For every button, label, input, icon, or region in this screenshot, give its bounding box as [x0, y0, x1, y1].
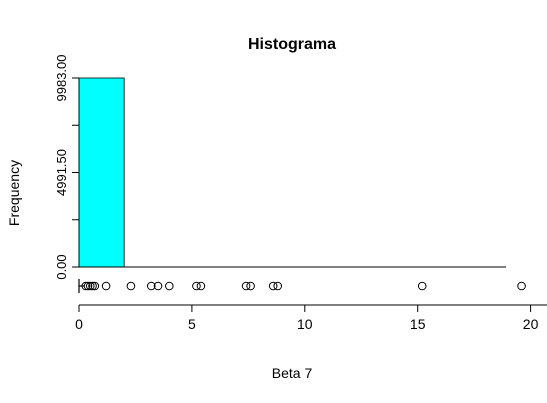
rug-point [146, 281, 156, 291]
rug-point [417, 281, 427, 291]
rug-point [192, 281, 201, 291]
y-tick-label: 0.00 [54, 254, 69, 279]
rug-point [81, 281, 91, 291]
rug-point [126, 281, 136, 291]
rug-point [268, 281, 278, 291]
histogram-bar [78, 77, 125, 268]
x-tick-label: 0 [75, 316, 83, 332]
histogram-bars [78, 77, 125, 268]
x-axis-label: Beta 7 [272, 365, 313, 381]
y-tick-label: 4991.50 [54, 149, 69, 196]
x-tick-label: 10 [297, 316, 313, 332]
rug-point [165, 281, 174, 291]
rug-point [85, 281, 95, 291]
rug-point [83, 281, 93, 291]
chart-title: Histograma [248, 36, 336, 53]
rug-point [153, 281, 163, 291]
x-tick-label: 15 [410, 316, 426, 332]
x-tick-label: 5 [188, 316, 196, 332]
rug-point [241, 281, 251, 291]
rug-point [196, 281, 206, 291]
rug-point [517, 281, 526, 291]
rug-point [101, 281, 111, 291]
rug-point [90, 281, 100, 291]
rug-point [88, 281, 97, 291]
rug-strip [78, 279, 526, 293]
y-axis: 0.00 4991.50 9983.00 [54, 55, 80, 280]
y-axis-label: Frequency [6, 160, 22, 226]
rug-point [273, 281, 283, 291]
rug-point [246, 281, 255, 291]
x-tick-label: 20 [523, 316, 539, 332]
x-axis: 05101520253035 [75, 304, 547, 332]
y-tick-label: 9983.00 [54, 55, 69, 102]
